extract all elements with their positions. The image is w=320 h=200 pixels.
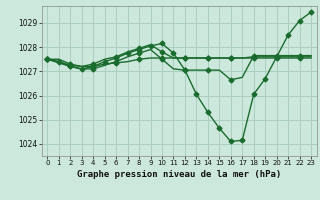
X-axis label: Graphe pression niveau de la mer (hPa): Graphe pression niveau de la mer (hPa) (77, 170, 281, 179)
